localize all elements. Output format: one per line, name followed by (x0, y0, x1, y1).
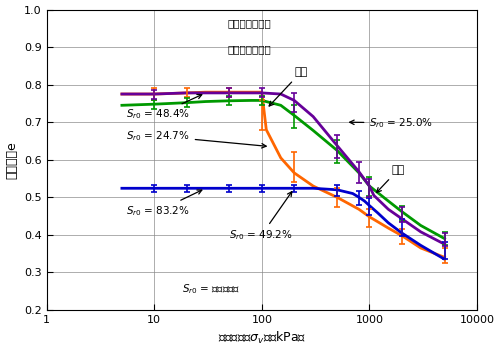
X-axis label: 鉛直応力　$\sigma_v$　（kPa）: 鉛直応力 $\sigma_v$ （kPa） (218, 330, 306, 346)
Y-axis label: 間隙比　e: 間隙比 e (6, 141, 18, 178)
Text: 実線：解析結果: 実線：解析結果 (228, 44, 271, 54)
Text: 浸水: 浸水 (269, 67, 308, 106)
Text: $S_{r0}$ = 83.2%: $S_{r0}$ = 83.2% (126, 190, 202, 218)
Text: 浸水: 浸水 (376, 165, 404, 193)
Text: 記号：実験結果: 記号：実験結果 (228, 19, 271, 29)
Text: $S_{r0}$ = 25.0%: $S_{r0}$ = 25.0% (350, 116, 434, 130)
Text: $S_{r0}$ = 初期飽和度: $S_{r0}$ = 初期飽和度 (182, 282, 240, 296)
Text: $S_{r0}$ = 49.2%: $S_{r0}$ = 49.2% (230, 192, 293, 243)
Text: $S_{r0}$ = 48.4%: $S_{r0}$ = 48.4% (126, 94, 202, 121)
Text: $S_{r0}$ = 24.7%: $S_{r0}$ = 24.7% (126, 129, 266, 148)
